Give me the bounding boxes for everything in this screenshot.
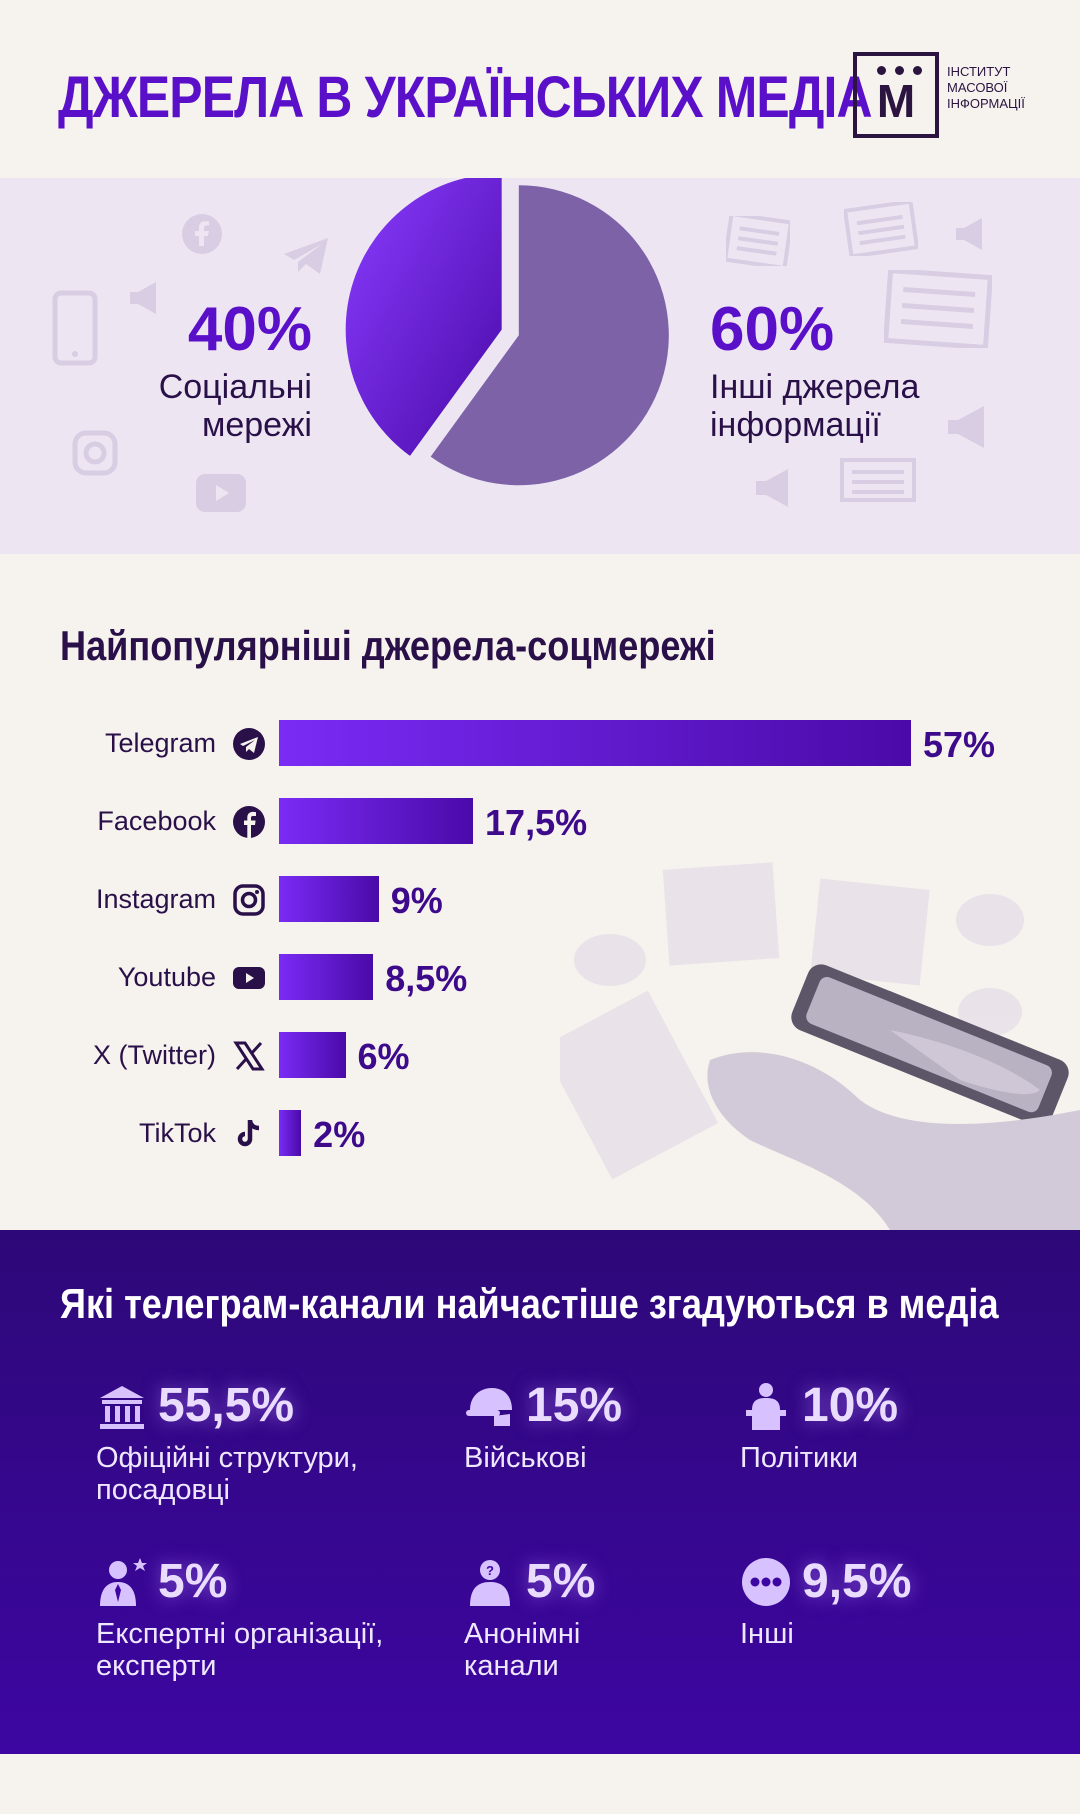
pie-right-label-line-1: Інші джерела bbox=[710, 368, 920, 406]
telegram-section-title: Які телеграм-канали найчастіше згадуютьс… bbox=[60, 1280, 999, 1327]
megaphone-icon bbox=[948, 406, 984, 448]
telegram-channels-section: Які телеграм-канали найчастіше згадуютьс… bbox=[0, 1230, 1080, 1754]
news-card-icon bbox=[884, 270, 992, 348]
government-building-icon bbox=[100, 1386, 144, 1429]
tg-item-percent: 15% bbox=[526, 1379, 623, 1432]
smartphone-icon bbox=[52, 290, 98, 366]
facebook-icon bbox=[232, 805, 266, 839]
tg-item-percent: 55,5% bbox=[158, 1379, 295, 1432]
pie-left-label-line-2: мережі bbox=[201, 406, 312, 444]
news-card-icon bbox=[726, 216, 790, 266]
tg-item-label-line: Інші bbox=[740, 1618, 794, 1650]
logo: М bbox=[853, 52, 939, 138]
tiktok-icon bbox=[232, 1117, 266, 1151]
bar bbox=[279, 1032, 346, 1078]
tg-item-label: Експертні організації, експерти bbox=[96, 1618, 383, 1682]
pie-left-label: Соціальні мережі bbox=[159, 368, 312, 444]
expert-icon bbox=[100, 1558, 147, 1606]
tg-item-percent: 9,5% bbox=[802, 1555, 912, 1608]
instagram-icon bbox=[232, 883, 266, 917]
bar-chart-title: Найпопулярніші джерела-соцмережі bbox=[60, 622, 716, 669]
bar-value-label: 57% bbox=[923, 724, 996, 765]
anonymous-person-icon: ? bbox=[470, 1560, 510, 1606]
tg-item-label: Анонімні канали bbox=[464, 1618, 580, 1682]
pie-left-percent: 40% bbox=[187, 295, 312, 364]
tg-item-label-line: Анонімні bbox=[464, 1618, 581, 1650]
logo-text-line-2: МАСОВОЇ bbox=[947, 80, 1008, 95]
youtube-icon bbox=[232, 961, 266, 995]
page-title: ДЖЕРЕЛА В УКРАЇНСЬКИХ МЕДІА bbox=[58, 65, 873, 130]
megaphone-icon bbox=[756, 469, 788, 507]
bar bbox=[279, 798, 474, 844]
telegram-icon bbox=[232, 727, 266, 761]
megaphone-icon bbox=[130, 282, 156, 314]
tg-item-percent: 5% bbox=[158, 1555, 228, 1608]
tg-item-percent: 10% bbox=[802, 1379, 899, 1432]
tg-item-label-line: посадовці bbox=[96, 1474, 230, 1506]
youtube-icon bbox=[196, 474, 246, 512]
bar-category-label: X (Twitter) bbox=[92, 1040, 216, 1070]
logo-letter: М bbox=[876, 75, 916, 127]
svg-text:?: ? bbox=[486, 1563, 494, 1578]
bar-row-facebook: Facebook 17,5% bbox=[0, 798, 1080, 846]
bar-category-label: Telegram bbox=[104, 728, 216, 758]
bar-value-label: 17,5% bbox=[485, 802, 588, 843]
tg-item-label: Політики bbox=[740, 1442, 858, 1474]
bar-row-instagram: Instagram 9% bbox=[0, 876, 1080, 924]
logo-text-line-3: ІНФОРМАЦІЇ bbox=[947, 96, 1025, 111]
logo-dots bbox=[877, 66, 922, 75]
pie-section: 40% Соціальні мережі 60% Інші джерела ін… bbox=[0, 178, 1080, 554]
bar-value-label: 6% bbox=[357, 1036, 410, 1077]
bar bbox=[279, 876, 379, 922]
x-twitter-icon bbox=[232, 1039, 266, 1073]
bar bbox=[279, 954, 374, 1000]
instagram-icon bbox=[72, 430, 118, 476]
pie-right-label-line-2: інформації bbox=[710, 406, 881, 444]
tg-item-label: Інші bbox=[740, 1618, 794, 1650]
bar bbox=[279, 720, 911, 766]
tg-item-label-line: Політики bbox=[740, 1442, 859, 1474]
pie-right-label: Інші джерела інформації bbox=[710, 368, 919, 444]
bar-category-label: TikTok bbox=[138, 1118, 216, 1148]
more-dots-icon bbox=[742, 1558, 790, 1606]
military-helmet-icon bbox=[466, 1388, 512, 1426]
bar-value-label: 8,5% bbox=[385, 958, 468, 999]
tg-item-percent: 5% bbox=[526, 1555, 596, 1608]
pie-left-label-line-1: Соціальні bbox=[158, 368, 312, 406]
bar-row-tiktok: TikTok 2% bbox=[0, 1110, 1080, 1158]
news-card-icon bbox=[840, 458, 916, 502]
pie-slice-social bbox=[345, 178, 502, 456]
bar-row-x-twitter: X (Twitter) 6% bbox=[0, 1032, 1080, 1080]
tg-item-label-line: Військові bbox=[464, 1442, 587, 1474]
phone-hand-illustration bbox=[560, 862, 1080, 1230]
tg-item-label-line: експерти bbox=[96, 1650, 217, 1682]
bar-category-label: Instagram bbox=[95, 884, 216, 914]
logo-text: ІНСТИТУТ МАСОВОЇ ІНФОРМАЦІЇ bbox=[947, 64, 1067, 112]
tg-item-label-line: Експертні організації, bbox=[96, 1618, 384, 1650]
telegram-icon bbox=[284, 238, 328, 274]
tg-item-label-line: канали bbox=[464, 1650, 559, 1682]
facebook-icon bbox=[182, 214, 222, 254]
pie-right-percent: 60% bbox=[710, 295, 835, 364]
bar-value-label: 9% bbox=[390, 880, 443, 921]
logo-text-line-1: ІНСТИТУТ bbox=[947, 64, 1011, 79]
bar-value-label: 2% bbox=[313, 1114, 366, 1155]
megaphone-icon bbox=[956, 218, 982, 250]
bar-row-telegram: Telegram 57% bbox=[0, 720, 1080, 768]
bar bbox=[279, 1110, 302, 1156]
politician-podium-icon bbox=[746, 1383, 786, 1430]
header: ДЖЕРЕЛА В УКРАЇНСЬКИХ МЕДІА М ІНСТИТУТ М… bbox=[0, 0, 1080, 178]
bar-row-youtube: Youtube 8,5% bbox=[0, 954, 1080, 1002]
pie-slice-other bbox=[430, 185, 669, 486]
bar-category-label: Facebook bbox=[97, 806, 216, 836]
bar-category-label: Youtube bbox=[117, 962, 216, 992]
pie-chart bbox=[345, 178, 669, 486]
tg-item-label: Військові bbox=[464, 1442, 587, 1474]
tg-item-label: Офіційні структури, посадовці bbox=[96, 1442, 358, 1506]
tg-item-label-line: Офіційні структури, bbox=[96, 1442, 358, 1474]
news-card-icon bbox=[844, 202, 918, 256]
